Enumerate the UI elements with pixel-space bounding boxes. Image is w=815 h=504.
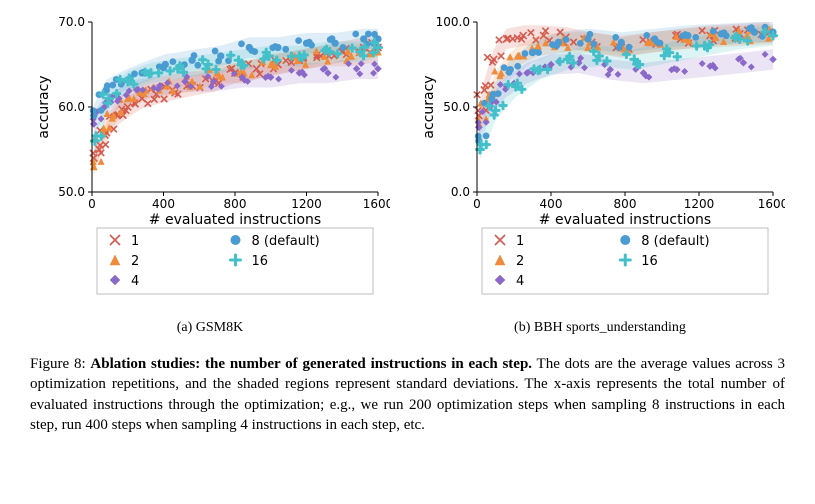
svg-text:16: 16 [641, 254, 658, 269]
svg-text:1200: 1200 [684, 197, 715, 211]
svg-text:60.0: 60.0 [58, 100, 85, 114]
svg-text:1: 1 [131, 234, 139, 249]
right-chart-col: 0 400 800 1200 1600 0.0 50.0 100.0 # evaluated i… [415, 14, 785, 336]
right-subcaption: (b) BBH sports_understanding [514, 320, 686, 336]
svg-text:0.0: 0.0 [451, 185, 470, 199]
svg-text:800: 800 [224, 197, 247, 211]
svg-text:50.0: 50.0 [58, 185, 85, 199]
svg-text:100.0: 100.0 [436, 15, 470, 29]
svg-text:# evaluated instructions: # evaluated instructions [149, 212, 321, 228]
svg-text:4: 4 [131, 274, 139, 289]
svg-text:400: 400 [152, 197, 175, 211]
svg-text:4: 4 [516, 274, 524, 289]
svg-text:8 (default): 8 (default) [251, 234, 319, 249]
svg-text:1: 1 [516, 234, 524, 249]
figure-caption: Figure 8: Ablation studies: the number o… [30, 354, 785, 435]
svg-text:# evaluated instructions: # evaluated instructions [539, 212, 711, 228]
svg-text:accuracy: accuracy [421, 75, 437, 138]
svg-text:2: 2 [131, 254, 139, 269]
svg-text:2: 2 [516, 254, 524, 269]
svg-text:70.0: 70.0 [58, 15, 85, 29]
svg-text:0: 0 [473, 197, 481, 211]
svg-text:1600: 1600 [758, 197, 785, 211]
svg-text:16: 16 [251, 254, 268, 269]
caption-bold: Ablation studies: the number of generate… [90, 356, 532, 372]
svg-text:50.0: 50.0 [443, 100, 470, 114]
svg-text:1600: 1600 [363, 197, 390, 211]
caption-label: Figure 8: [30, 356, 86, 372]
svg-text:1200: 1200 [291, 197, 322, 211]
svg-text:0: 0 [88, 197, 96, 211]
svg-text:800: 800 [614, 197, 637, 211]
left-subcaption: (a) GSM8K [177, 320, 244, 336]
svg-text:8 (default): 8 (default) [641, 234, 709, 249]
left-chart-col: 0 400 800 1200 1600 50.0 60.0 70.0 # evaluated i… [30, 14, 390, 336]
figure-wrap: 0 400 800 1200 1600 50.0 60.0 70.0 # evaluated i… [30, 14, 785, 435]
chart-left: 0 400 800 1200 1600 50.0 60.0 70.0 # evaluated i… [30, 14, 390, 314]
svg-text:400: 400 [540, 197, 563, 211]
charts-row: 0 400 800 1200 1600 50.0 60.0 70.0 # evaluated i… [30, 14, 785, 336]
chart-right: 0 400 800 1200 1600 0.0 50.0 100.0 # evaluated i… [415, 14, 785, 314]
svg-text:accuracy: accuracy [36, 75, 52, 138]
